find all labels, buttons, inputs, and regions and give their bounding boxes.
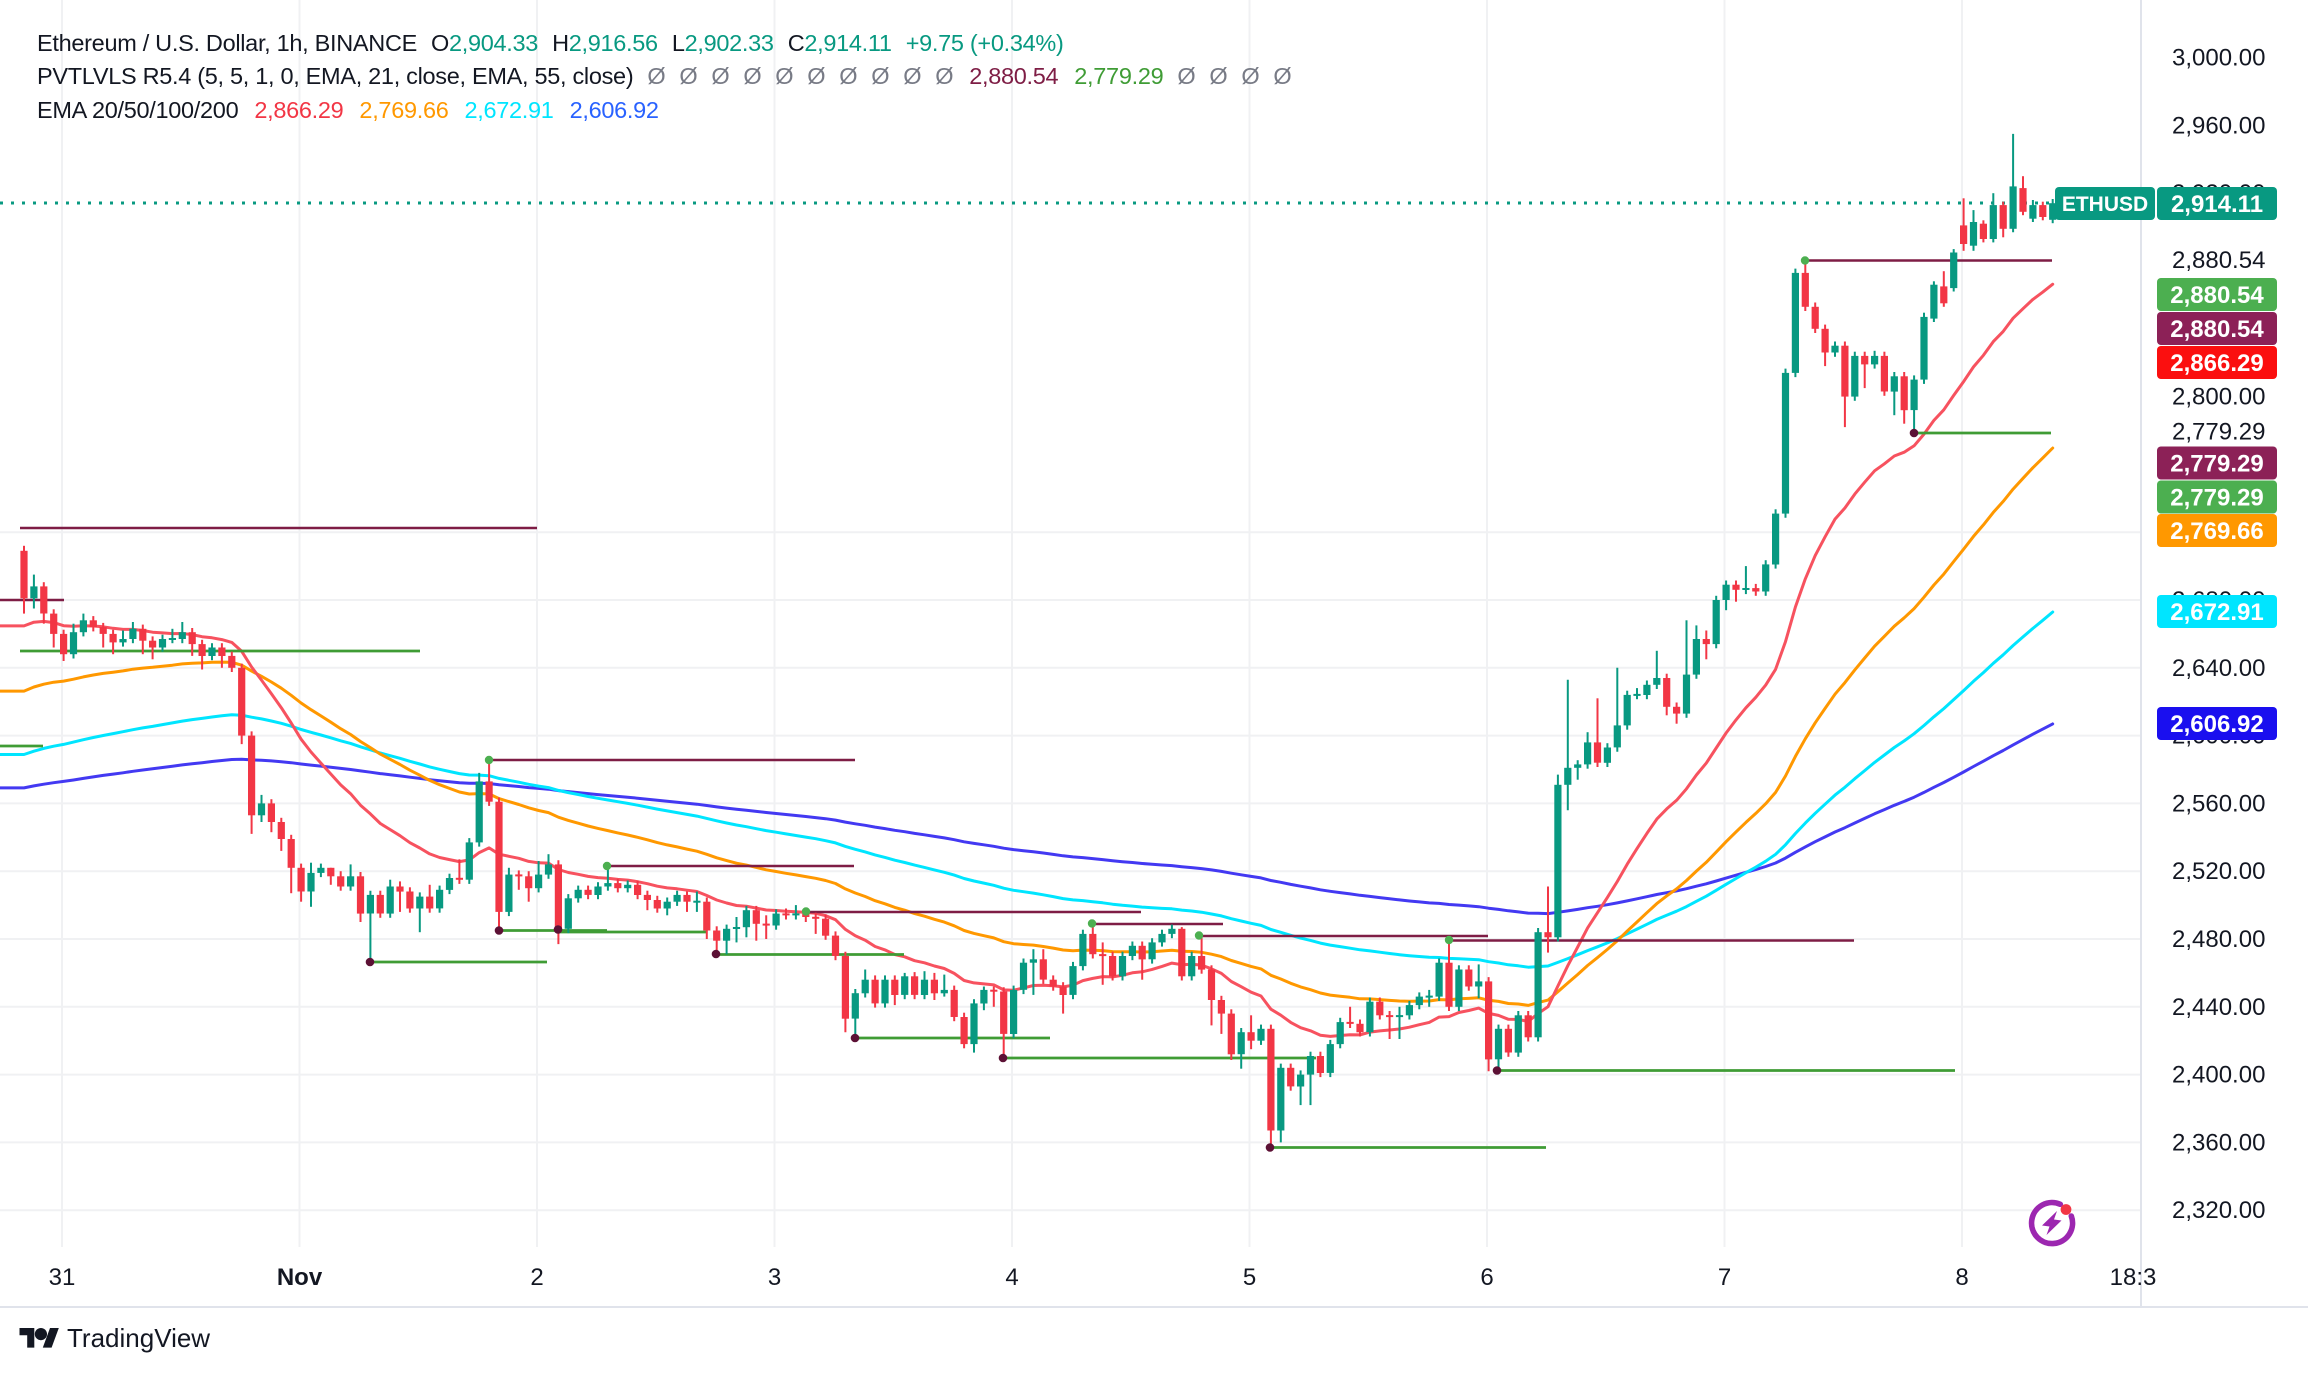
svg-text:2,866.29: 2,866.29 [2170,350,2263,377]
svg-text:2: 2 [530,1264,543,1291]
svg-text:2,779.29: 2,779.29 [2170,451,2263,478]
svg-text:Nov: Nov [277,1264,323,1291]
svg-text:31: 31 [49,1264,76,1291]
svg-text:2,800.00: 2,800.00 [2172,384,2265,411]
svg-text:PVTLVLS R5.4 (5, 5, 1, 0, EMA,: PVTLVLS R5.4 (5, 5, 1, 0, EMA, 21, close… [37,63,1291,89]
svg-text:2,440.00: 2,440.00 [2172,994,2265,1021]
svg-text:2,914.11: 2,914.11 [2171,191,2263,218]
svg-text:2,640.00: 2,640.00 [2172,655,2265,682]
svg-text:6: 6 [1480,1264,1493,1291]
svg-text:2,360.00: 2,360.00 [2172,1129,2265,1156]
svg-text:4: 4 [1005,1264,1018,1291]
svg-text:2,880.54: 2,880.54 [2170,316,2264,343]
svg-text:2,400.00: 2,400.00 [2172,1062,2265,1089]
svg-text:2,769.66: 2,769.66 [2170,518,2263,545]
svg-text:5: 5 [1243,1264,1256,1291]
svg-text:TradingView: TradingView [67,1323,210,1353]
svg-text:2,672.91: 2,672.91 [2170,599,2263,626]
svg-text:2,779.29: 2,779.29 [2170,485,2263,512]
svg-text:2,880.54: 2,880.54 [2170,282,2264,309]
svg-text:2,320.00: 2,320.00 [2172,1197,2265,1224]
svg-text:2,779.29: 2,779.29 [2172,419,2265,446]
svg-text:2,560.00: 2,560.00 [2172,790,2265,817]
svg-text:3,000.00: 3,000.00 [2172,45,2265,72]
svg-text:7: 7 [1718,1264,1731,1291]
svg-text:2,606.92: 2,606.92 [2170,711,2263,738]
svg-text:3: 3 [768,1264,781,1291]
svg-text:2,520.00: 2,520.00 [2172,858,2265,885]
svg-text:2,880.54: 2,880.54 [2172,247,2265,274]
svg-text:8: 8 [1955,1264,1968,1291]
svg-text:18:3: 18:3 [2110,1264,2157,1291]
svg-text:2,960.00: 2,960.00 [2172,112,2265,139]
svg-text:2,480.00: 2,480.00 [2172,926,2265,953]
svg-text:ETHUSD: ETHUSD [2062,193,2148,216]
